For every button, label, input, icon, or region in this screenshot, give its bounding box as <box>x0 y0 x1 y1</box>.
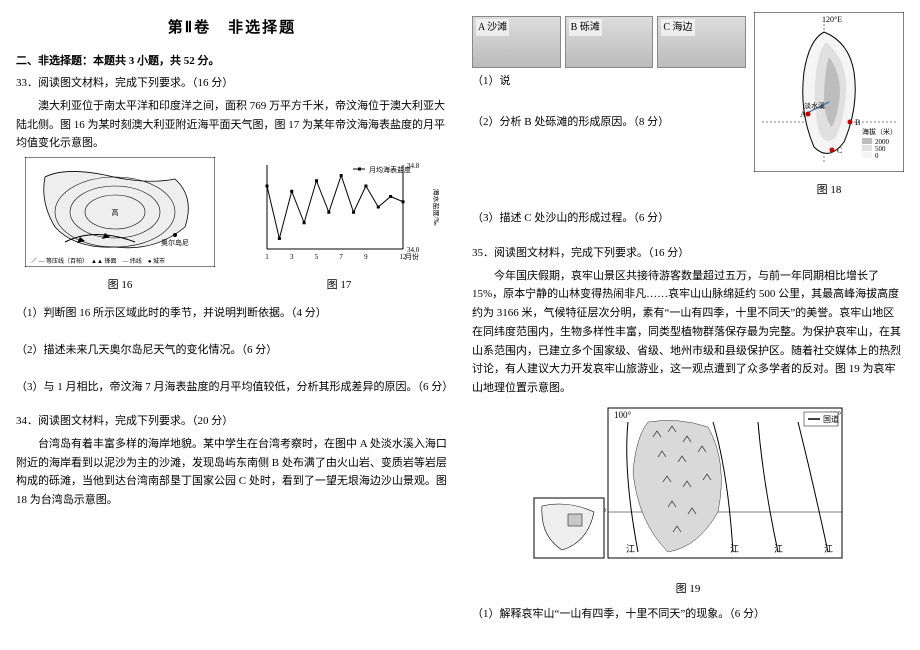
q33-sub3: （3）与 1 月相比，帝汶海 7 月海表盐度的月平均值较低，分析其形成差异的原因… <box>16 378 448 397</box>
fig17: 34.834.01357912月份海水盐度/‰月均海表盐度 图 17 <box>239 157 439 300</box>
q34-sub2: （2）分析 B 处砾滩的形成原因。（8 分） <box>472 113 746 132</box>
q34-stem: 34．阅读图文材料，完成下列要求。（20 分） <box>16 412 448 431</box>
svg-text:海拔（米）: 海拔（米） <box>862 127 897 136</box>
svg-text:100°: 100° <box>614 410 632 420</box>
q35-para: 今年国庆假期，哀牢山景区共接待游客数量超过五万，与前一年同期相比增长了 15%，… <box>472 267 904 398</box>
fig19-wrap: 100° 103° 23° 江 江 江 江 国道 <box>472 402 904 599</box>
fig19-label: 图 19 <box>472 580 904 599</box>
svg-text:120°E: 120°E <box>822 15 842 24</box>
svg-text:高: 高 <box>112 208 119 217</box>
photo-c: C 海边 <box>657 16 746 68</box>
svg-text:江: 江 <box>626 544 635 554</box>
q33-sub2: （2）描述未来几天奥尔岛尼天气的变化情况。（6 分） <box>16 341 448 360</box>
fig16: 高 奥尔岛尼 ／ — 等压线（百帕） ▲▲ 锋面 — 纬线 ● 城市 图 16 <box>25 157 215 300</box>
svg-text:月均海表盐度: 月均海表盐度 <box>369 165 411 174</box>
svg-text:B: B <box>855 118 860 127</box>
svg-text:A: A <box>800 110 806 119</box>
section-head: 二、非选择题：本题共 3 小题，共 52 分。 <box>16 52 448 71</box>
svg-text:7: 7 <box>339 253 343 261</box>
q35-stem: 35．阅读图文材料，完成下列要求。（16 分） <box>472 244 904 263</box>
fig18-label: 图 18 <box>754 181 904 200</box>
photo-b: B 砾滩 <box>565 16 654 68</box>
svg-text:淡水溪: 淡水溪 <box>804 101 825 110</box>
q33-stem: 33．阅读图文材料，完成下列要求。（16 分） <box>16 74 448 93</box>
fig16-city: 奥尔岛尼 <box>161 238 189 247</box>
svg-text:C: C <box>837 146 842 155</box>
fig16-label: 图 16 <box>25 276 215 295</box>
fig17-label: 图 17 <box>239 276 439 295</box>
svg-text:5: 5 <box>315 253 319 261</box>
q34-sub1: （1）说 <box>472 72 746 91</box>
q34-body: A 沙滩 B 砾滩 C 海边 （1）说 （2）分析 B 处砾滩的形成原因。（8 … <box>472 12 904 205</box>
fig18: 120°E 淡水溪 A B C 海拔（米） 2000 500 0 图 18 <box>754 12 904 205</box>
q33-sub1: （1）判断图 16 所示区域此时的季节，并说明判断依据。（4 分） <box>16 304 448 323</box>
svg-text:月份: 月份 <box>405 252 419 261</box>
q35-sub1: （1）解释哀牢山“一山有四季，十里不同天”的现象。（6 分） <box>472 605 904 624</box>
svg-text:江: 江 <box>774 544 783 554</box>
fig19: 100° 103° 23° 江 江 江 江 国道 <box>528 402 848 572</box>
q34-sub3: （3）描述 C 处沙山的形成过程。（6 分） <box>472 209 904 228</box>
paper-title: 第Ⅱ卷 非选择题 <box>16 16 448 42</box>
svg-text:1: 1 <box>265 253 269 261</box>
photo-a: A 沙滩 <box>472 16 561 68</box>
q34-para: 台湾岛有着丰富多样的海岸地貌。某中学生在台湾考察时，在图中 A 处淡水溪入海口附… <box>16 435 448 510</box>
q33-para: 澳大利亚位于南太平洋和印度洋之间，面积 769 万平方千米，帝汶海位于澳大利亚大… <box>16 97 448 153</box>
svg-text:／ — 等压线（百帕） ▲▲ 锋面 — 纬线 ● 城市: ／ — 等压线（百帕） ▲▲ 锋面 — 纬线 ● 城市 <box>31 257 165 265</box>
svg-text:江: 江 <box>730 544 739 554</box>
svg-text:9: 9 <box>364 253 368 261</box>
q33-figs: 高 奥尔岛尼 ／ — 等压线（百帕） ▲▲ 锋面 — 纬线 ● 城市 图 16 … <box>16 157 448 300</box>
svg-text:国道: 国道 <box>823 414 839 424</box>
q34-photos: A 沙滩 B 砾滩 C 海边 <box>472 16 746 68</box>
svg-text:江: 江 <box>824 544 833 554</box>
svg-text:3: 3 <box>290 253 294 261</box>
svg-text:0: 0 <box>875 152 879 160</box>
svg-text:海水盐度/‰: 海水盐度/‰ <box>432 188 439 225</box>
